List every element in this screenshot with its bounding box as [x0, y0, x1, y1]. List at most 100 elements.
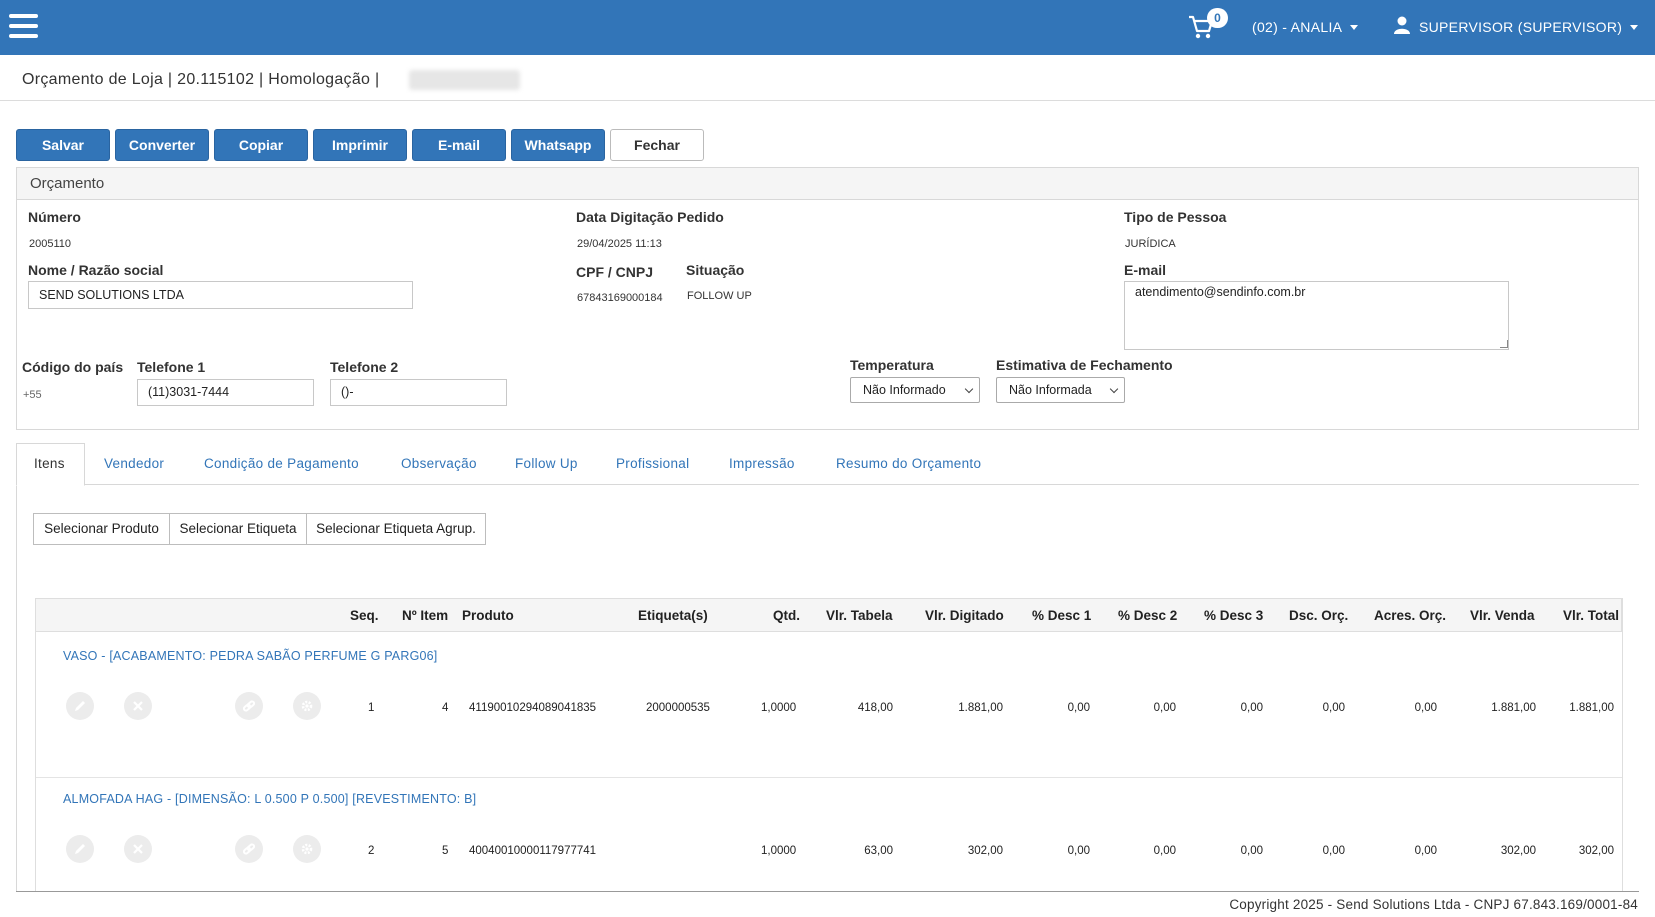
tipo-label: Tipo de Pessoa [1124, 209, 1227, 225]
tel1-field[interactable]: (11)3031-7444 [137, 379, 314, 406]
tab-resumo-orcamento[interactable]: Resumo do Orçamento [836, 456, 982, 471]
col-etiquetas: Etiqueta(s) [638, 608, 708, 623]
tab-vendedor[interactable]: Vendedor [104, 456, 165, 471]
cart-count-badge: 0 [1207, 8, 1228, 28]
temperatura-value: Não Informado [863, 383, 946, 397]
tab-impressao[interactable]: Impressão [729, 456, 795, 471]
whatsapp-button[interactable]: Whatsapp [511, 129, 605, 161]
edit-icon[interactable] [66, 835, 94, 863]
cell-vlr-venda: 302,00 [1500, 845, 1536, 857]
cell-acres-orc: 0,00 [1414, 845, 1437, 857]
cell-qtd: 1,0000 [761, 702, 797, 714]
delete-icon[interactable] [124, 835, 152, 863]
close-button[interactable]: Fechar [610, 129, 704, 161]
col-qtd: Qtd. [773, 608, 800, 623]
panel-header [16, 167, 1639, 200]
save-button[interactable]: Salvar [16, 129, 110, 161]
email-field[interactable]: atendimento@sendinfo.com.br [1124, 281, 1509, 350]
temperatura-label: Temperatura [850, 357, 934, 373]
product-title[interactable]: VASO - [ACABAMENTO: PEDRA SABÃO PERFUME … [63, 649, 438, 663]
settings-icon[interactable] [293, 692, 321, 720]
col-produto: Produto [462, 608, 514, 623]
chevron-down-icon [964, 384, 974, 394]
cell-dsc-orc: 0,00 [1322, 845, 1345, 857]
row-divider [36, 777, 1622, 778]
cell-desc3: 0,00 [1240, 845, 1263, 857]
cell-etiqueta: 2000000535 [646, 702, 710, 714]
estimativa-label: Estimativa de Fechamento [996, 357, 1173, 373]
estimativa-value: Não Informada [1009, 383, 1092, 397]
delete-icon[interactable] [124, 692, 152, 720]
col-desc2: % Desc 2 [1118, 608, 1178, 623]
nome-field[interactable]: SEND SOLUTIONS LTDA [28, 281, 413, 309]
settings-icon[interactable] [293, 835, 321, 863]
cell-desc1: 0,00 [1067, 845, 1090, 857]
resize-handle-icon[interactable] [1500, 340, 1508, 348]
col-vlr-venda: Vlr. Venda [1470, 608, 1535, 623]
redacted-text [409, 70, 520, 90]
temperatura-select[interactable]: Não Informado [850, 377, 980, 403]
link-icon[interactable] [235, 692, 263, 720]
numero-label: Número [28, 209, 81, 225]
link-icon[interactable] [235, 835, 263, 863]
tab-condicao-pagamento[interactable]: Condição de Pagamento [204, 456, 359, 471]
tab-itens[interactable]: Itens [34, 456, 65, 471]
footer-divider [16, 891, 1639, 892]
cell-item: 4 [442, 702, 449, 714]
convert-button[interactable]: Converter [115, 129, 209, 161]
situacao-label: Situação [686, 262, 745, 278]
tel2-field[interactable]: ()- [330, 379, 507, 406]
tab-observacao[interactable]: Observação [401, 456, 477, 471]
copy-button[interactable]: Copiar [214, 129, 308, 161]
pais-label: Código do país [22, 359, 124, 375]
tab-itens-active[interactable] [16, 443, 85, 486]
edit-icon[interactable] [66, 692, 94, 720]
table-border [35, 598, 36, 891]
cell-desc3: 0,00 [1240, 702, 1263, 714]
cell-vlr-tabela: 63,00 [864, 845, 893, 857]
col-seq: Seq. [350, 608, 379, 623]
table-header [35, 598, 1622, 632]
tab-follow-up[interactable]: Follow Up [515, 456, 578, 471]
pais-value: +55 [23, 389, 42, 401]
situacao-value: FOLLOW UP [687, 290, 752, 302]
cell-produto: 40040010000117977741 [469, 845, 597, 857]
cell-seq: 2 [368, 845, 375, 857]
user-dropdown[interactable]: SUPERVISOR (SUPERVISOR) [1419, 19, 1639, 35]
data-label: Data Digitação Pedido [576, 209, 724, 225]
estimativa-select[interactable]: Não Informada [996, 377, 1125, 403]
caret-down-icon [1350, 25, 1359, 30]
tipo-value: JURÍDICA [1125, 238, 1176, 250]
tel2-label: Telefone 2 [330, 359, 399, 375]
store-label: (02) - ANALIA [1252, 19, 1343, 35]
tel1-label: Telefone 1 [137, 359, 206, 375]
store-dropdown[interactable]: (02) - ANALIA [1252, 19, 1359, 35]
cpf-label: CPF / CNPJ [576, 264, 654, 280]
cpf-value: 67843169000184 [577, 292, 663, 304]
email-button[interactable]: E-mail [412, 129, 506, 161]
select-product-button[interactable]: Selecionar Produto [33, 513, 170, 545]
cell-vlr-digitado: 1.881,00 [958, 702, 1003, 714]
cell-vlr-digitado: 302,00 [967, 845, 1003, 857]
col-vlr-digitado: Vlr. Digitado [925, 608, 1004, 623]
breadcrumb: Orçamento de Loja | 20.115102 | Homologa… [22, 71, 380, 88]
cell-vlr-tabela: 418,00 [857, 702, 893, 714]
footer-copyright: Copyright 2025 - Send Solutions Ltda - C… [1229, 897, 1638, 912]
cell-seq: 1 [368, 702, 375, 714]
col-vlr-total: Vlr. Total [1563, 608, 1620, 623]
col-desc3: % Desc 3 [1204, 608, 1264, 623]
select-label-button[interactable]: Selecionar Etiqueta [169, 513, 307, 545]
data-value: 29/04/2025 11:13 [577, 238, 662, 250]
tab-content-border [16, 485, 17, 891]
menu-icon[interactable] [9, 14, 38, 38]
product-title[interactable]: ALMOFADA HAG - [DIMENSÃO: L 0.500 P 0.50… [63, 792, 477, 806]
chevron-down-icon [1109, 384, 1119, 394]
tab-profissional[interactable]: Profissional [616, 456, 690, 471]
print-button[interactable]: Imprimir [313, 129, 407, 161]
tabs-divider [16, 484, 1639, 485]
select-grouped-label-button[interactable]: Selecionar Etiqueta Agrup. [306, 513, 486, 545]
email-label: E-mail [1124, 262, 1167, 278]
table-border [1622, 598, 1623, 891]
cell-desc2: 0,00 [1153, 702, 1176, 714]
cell-vlr-total: 302,00 [1578, 845, 1614, 857]
